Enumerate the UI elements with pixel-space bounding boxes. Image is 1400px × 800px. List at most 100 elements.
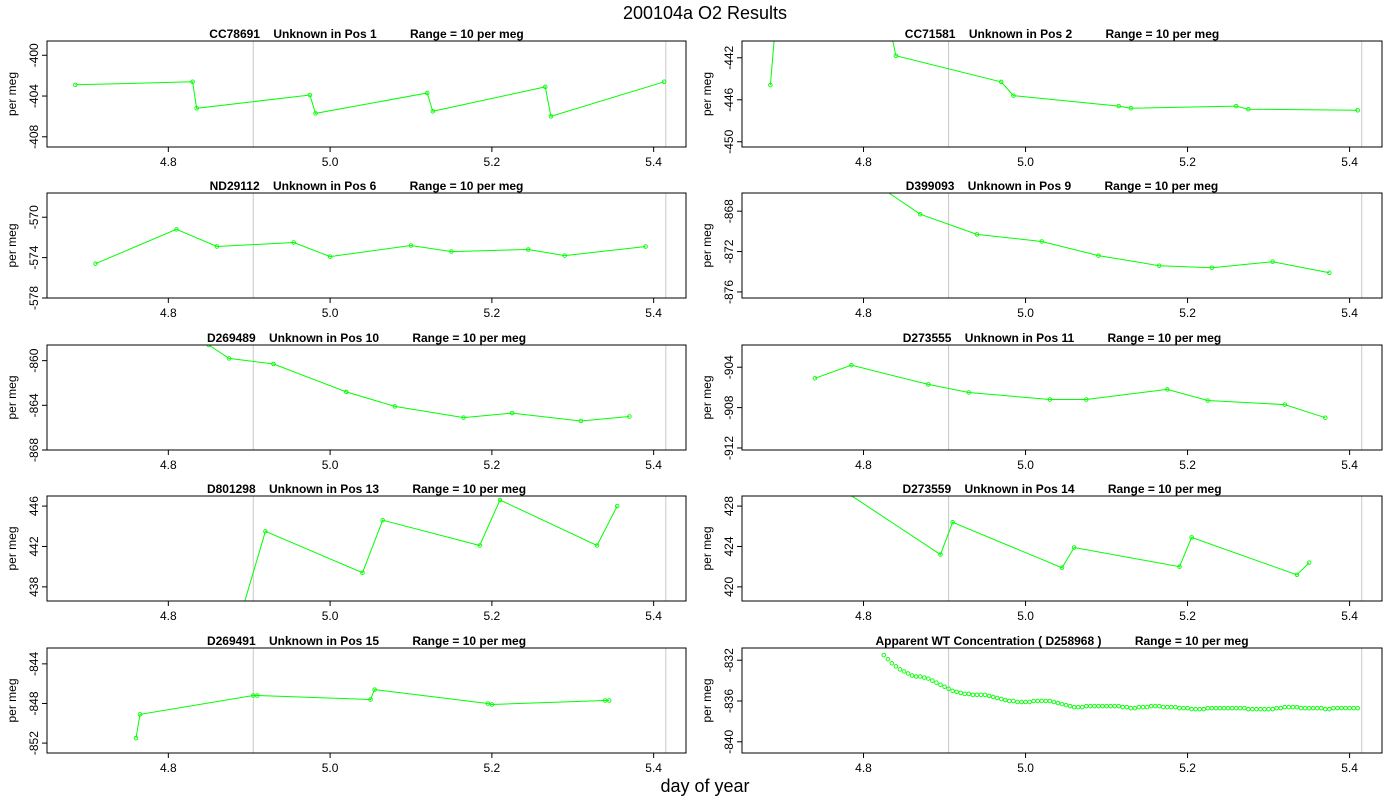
data-point (938, 682, 943, 687)
data-point (946, 686, 951, 692)
data-point (1120, 704, 1126, 710)
data-point (1306, 705, 1312, 711)
data-point (889, 661, 895, 666)
y-tick-label: -570 (27, 205, 41, 229)
data-point (1274, 705, 1279, 711)
y-tick-label: 424 (722, 536, 736, 556)
data-point (1088, 703, 1093, 709)
data-point (1246, 106, 1251, 112)
x-tick-label: 5.0 (322, 155, 339, 169)
panels-container: CC78691 Unknown in Pos 1 Range = 10 per … (5, 27, 1383, 775)
data-point (942, 684, 947, 689)
data-point (958, 690, 963, 696)
y-tick-label: 442 (27, 536, 41, 556)
data-series (73, 79, 667, 119)
data-point (938, 552, 943, 557)
x-tick-label: 5.4 (1341, 761, 1358, 775)
data-point (1323, 706, 1328, 712)
data-point (917, 211, 923, 217)
x-tick-label: 4.8 (855, 761, 872, 775)
data-point (214, 244, 220, 249)
data-point (1310, 705, 1316, 711)
data-point (1039, 698, 1044, 704)
data-point (966, 390, 972, 395)
data-point (885, 656, 891, 662)
y-tick-label: -832 (722, 648, 736, 672)
panel-title: D273555 Unknown in Pos 11 Range = 10 per… (903, 331, 1221, 345)
data-point (1339, 705, 1344, 711)
panel-title: D269489 Unknown in Pos 10 Range = 10 per… (207, 331, 526, 345)
data-point (344, 389, 349, 395)
x-tick-label: 5.4 (1341, 458, 1358, 472)
data-point (1294, 704, 1300, 710)
data-point (1355, 705, 1360, 711)
data-point (627, 414, 632, 419)
data-point (594, 543, 600, 548)
data-point (1071, 545, 1077, 550)
data-point (1031, 698, 1036, 704)
y-tick-label: 446 (27, 496, 41, 516)
y-tick-label: -848 (27, 691, 41, 715)
data-point (606, 698, 612, 703)
panel-title: D399093 Unknown in Pos 9 Range = 10 per … (906, 179, 1218, 193)
data-point (271, 361, 276, 367)
data-point (578, 418, 584, 424)
y-axis-label: per meg (5, 223, 19, 267)
y-axis-label: per meg (700, 526, 714, 570)
series-line (207, 345, 630, 422)
data-point (372, 687, 377, 692)
data-point (905, 671, 911, 676)
data-point (849, 362, 854, 368)
data-point (1331, 705, 1336, 711)
data-point (1217, 705, 1223, 711)
x-tick-label: 4.8 (160, 609, 177, 623)
data-point (190, 79, 195, 85)
data-point (893, 53, 899, 58)
data-point (1007, 698, 1012, 704)
x-tick-label: 5.0 (1017, 306, 1034, 320)
chart-panel-10: Apparent WT Concentration ( D258968 ) Ra… (700, 634, 1383, 775)
plot-frame (741, 495, 1383, 602)
data-point (1096, 253, 1101, 258)
data-point (1075, 704, 1081, 710)
chart-panel-4: D399093 Unknown in Pos 9 Range = 10 per … (700, 174, 1383, 320)
chart-panel-3: ND29112 Unknown in Pos 6 Range = 10 per … (5, 179, 687, 320)
data-point (998, 79, 1004, 85)
data-point (1039, 239, 1044, 244)
data-point (137, 712, 143, 717)
x-tick-label: 5.4 (1341, 306, 1358, 320)
panel-title: D273559 Unknown in Pos 14 Range = 10 per… (902, 482, 1221, 496)
data-point (926, 676, 931, 681)
data-point (226, 356, 232, 361)
y-tick-label: -868 (722, 199, 736, 223)
x-tick-label: 5.4 (645, 609, 662, 623)
data-point (897, 667, 903, 672)
data-point (1080, 704, 1085, 710)
data-point (1148, 703, 1154, 709)
series-line (95, 228, 646, 265)
series-line (244, 499, 618, 601)
data-point (1221, 705, 1227, 711)
data-point (1209, 265, 1215, 270)
x-tick-label: 5.2 (1179, 458, 1196, 472)
y-tick-label: -860 (27, 348, 41, 372)
y-tick-label: -904 (722, 355, 736, 379)
x-tick-label: 5.2 (484, 155, 501, 169)
data-point (307, 92, 313, 98)
x-tick-label: 5.4 (1341, 609, 1358, 623)
data-point (1043, 698, 1049, 704)
data-point (1197, 706, 1202, 712)
y-axis-label: per meg (5, 526, 19, 570)
data-point (862, 174, 866, 178)
data-series (133, 687, 612, 741)
data-point (368, 697, 373, 702)
data-point (890, 35, 894, 39)
x-tick-label: 5.4 (1341, 155, 1358, 169)
data-series (850, 496, 1312, 578)
data-point (133, 735, 139, 741)
data-point (1165, 387, 1170, 392)
data-point (1144, 704, 1150, 710)
data-point (1011, 93, 1016, 98)
x-tick-label: 4.8 (855, 609, 872, 623)
data-point (174, 227, 179, 232)
